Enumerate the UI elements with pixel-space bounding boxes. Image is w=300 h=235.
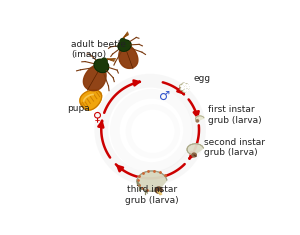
Ellipse shape — [184, 84, 188, 87]
Ellipse shape — [120, 39, 125, 43]
Polygon shape — [83, 65, 106, 91]
Polygon shape — [118, 40, 131, 51]
Polygon shape — [94, 59, 109, 72]
Ellipse shape — [192, 153, 196, 157]
Text: egg: egg — [194, 74, 211, 83]
Text: ♀: ♀ — [93, 110, 102, 123]
Text: ♂: ♂ — [159, 90, 170, 102]
Ellipse shape — [180, 88, 183, 90]
Text: adult beetle
(imago): adult beetle (imago) — [71, 40, 126, 59]
Ellipse shape — [186, 86, 190, 89]
Text: first instar
grub (larva): first instar grub (larva) — [208, 105, 262, 125]
Ellipse shape — [185, 89, 189, 91]
Polygon shape — [137, 171, 167, 191]
Ellipse shape — [196, 120, 199, 122]
Polygon shape — [80, 90, 102, 110]
Text: third instar
grub (larva): third instar grub (larva) — [125, 185, 179, 205]
Ellipse shape — [182, 89, 186, 92]
Ellipse shape — [183, 86, 186, 89]
Polygon shape — [119, 45, 138, 68]
Ellipse shape — [155, 187, 162, 193]
Text: pupa: pupa — [67, 104, 90, 113]
Ellipse shape — [179, 85, 183, 88]
Text: second instar
grub (larva): second instar grub (larva) — [204, 138, 266, 157]
Polygon shape — [187, 144, 203, 155]
Ellipse shape — [182, 83, 185, 86]
Polygon shape — [196, 116, 204, 121]
Ellipse shape — [102, 58, 107, 63]
